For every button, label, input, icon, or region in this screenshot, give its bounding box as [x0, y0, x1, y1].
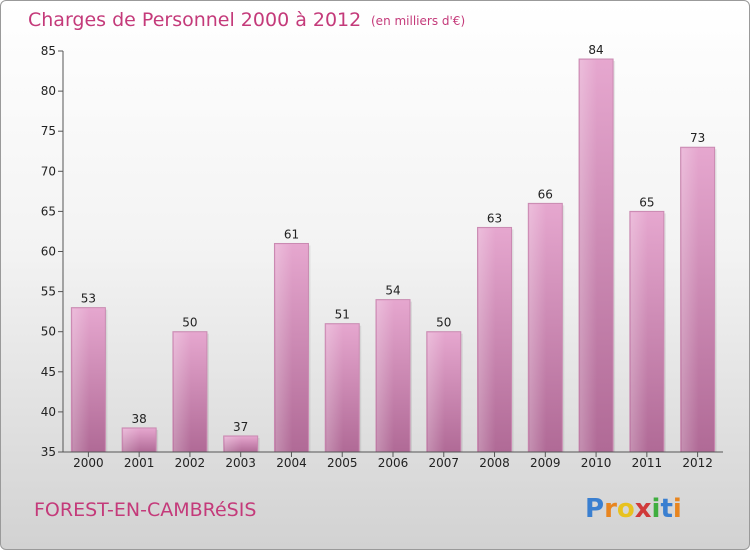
- y-tick-label: 40: [41, 405, 56, 419]
- bar-highlight: [377, 300, 394, 452]
- bar-value-label: 38: [132, 412, 147, 426]
- logo-letter: o: [617, 494, 635, 524]
- bar-highlight: [275, 244, 293, 452]
- y-tick-label: 55: [41, 285, 56, 299]
- bar-value-label: 84: [588, 43, 603, 57]
- logo-letter: i: [673, 494, 682, 524]
- x-tick-label: 2005: [327, 456, 358, 470]
- x-tick-label: 2006: [378, 456, 409, 470]
- bar-value-label: 50: [182, 316, 197, 330]
- bar-value-label: 54: [385, 284, 400, 298]
- x-tick-label: 2012: [682, 456, 713, 470]
- bar-value-label: 65: [639, 195, 654, 209]
- x-tick-label: 2011: [632, 456, 663, 470]
- bar-highlight: [72, 308, 90, 452]
- x-tick-label: 2004: [276, 456, 307, 470]
- x-tick-label: 2002: [175, 456, 206, 470]
- bar-highlight: [326, 324, 344, 452]
- y-tick-label: 50: [41, 325, 56, 339]
- bar-highlight: [427, 332, 445, 452]
- x-tick-label: 2008: [479, 456, 510, 470]
- bar-highlight: [580, 60, 598, 453]
- y-tick-label: 60: [41, 245, 56, 259]
- bar-highlight: [681, 148, 699, 453]
- x-tick-label: 2000: [73, 456, 104, 470]
- y-tick-label: 80: [41, 84, 56, 98]
- bar-highlight: [224, 436, 242, 452]
- bar-value-label: 53: [81, 292, 96, 306]
- logo-letter: t: [660, 494, 672, 524]
- bar-highlight: [529, 204, 547, 452]
- y-tick-label: 65: [41, 204, 56, 218]
- proxiti-logo: Proxiti: [585, 494, 682, 524]
- x-tick-label: 2010: [581, 456, 612, 470]
- y-tick-label: 70: [41, 164, 56, 178]
- bar-value-label: 63: [487, 211, 502, 225]
- y-tick-label: 75: [41, 124, 56, 138]
- bar-value-label: 73: [690, 131, 705, 145]
- bar-highlight: [630, 212, 648, 452]
- y-tick-label: 35: [41, 445, 56, 459]
- bar-value-label: 37: [233, 420, 248, 434]
- logo-letter: x: [635, 494, 652, 524]
- logo-letter: i: [652, 494, 661, 524]
- bar-value-label: 50: [436, 316, 451, 330]
- chart-subtitle: (en milliers d'€): [371, 14, 465, 28]
- chart-title: Charges de Personnel 2000 à 2012: [28, 9, 361, 31]
- x-tick-label: 2009: [530, 456, 561, 470]
- bar-highlight: [173, 332, 191, 452]
- x-tick-label: 2007: [428, 456, 459, 470]
- bar-value-label: 61: [284, 227, 299, 241]
- bar-value-label: 51: [335, 308, 350, 322]
- y-tick-label: 85: [41, 44, 56, 58]
- bar-highlight: [478, 228, 496, 452]
- y-tick-label: 45: [41, 365, 56, 379]
- logo-letter: P: [585, 494, 604, 524]
- bars-group: 53 38 50 37 61 51 54 50 63 66 84 65 73: [70, 43, 717, 453]
- bar-highlight: [123, 428, 141, 452]
- place-name: FOREST-EN-CAMBRéSIS: [34, 499, 256, 521]
- bar-value-label: 66: [538, 187, 553, 201]
- x-tick-label: 2003: [225, 456, 256, 470]
- x-tick-label: 2001: [124, 456, 155, 470]
- logo-letter: r: [604, 494, 617, 524]
- x-axis: 2000 2001 2002 2003 2004 2005 2006 2007 2008 2009…: [63, 451, 723, 470]
- y-axis: 35 40 45 50 55 60 65 70 75 80 85: [41, 44, 64, 459]
